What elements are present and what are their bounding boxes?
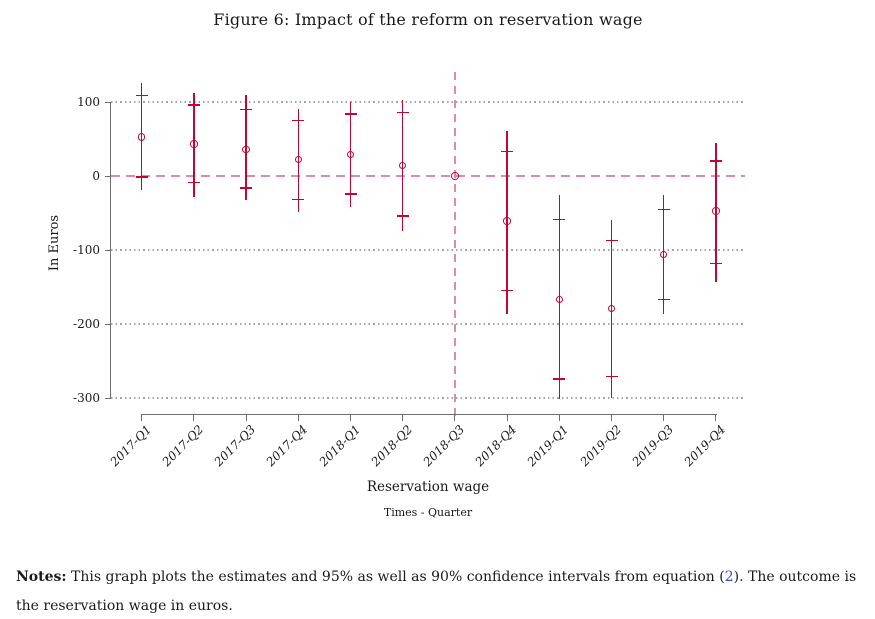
estimate-marker xyxy=(712,207,720,215)
y-tick xyxy=(105,101,110,103)
estimate-marker xyxy=(503,217,511,225)
x-axis-title: Reservation wage xyxy=(366,479,490,495)
y-gridline xyxy=(111,101,745,103)
reform-reference-line xyxy=(454,72,456,420)
x-tick xyxy=(715,414,717,421)
y-tick-label: -100 xyxy=(73,243,100,257)
ci90-tick xyxy=(135,94,148,97)
ci90-tick xyxy=(396,215,409,217)
ci90-tick xyxy=(292,119,305,122)
x-axis-line xyxy=(140,414,717,415)
y-gridline xyxy=(111,323,745,325)
ci90-tick xyxy=(605,375,618,378)
estimate-marker xyxy=(346,150,355,159)
y-axis-line xyxy=(110,102,111,399)
x-tick xyxy=(141,414,143,421)
estimate-marker xyxy=(607,304,616,313)
x-tick xyxy=(454,414,456,421)
ci90-tick xyxy=(187,104,200,106)
ci90-tick xyxy=(344,113,357,115)
y-gridline xyxy=(111,397,745,399)
ci90-tick xyxy=(135,175,148,178)
notes-text-after-link: ). The outcome is the reservation wage i… xyxy=(16,569,857,614)
y-tick-label: 100 xyxy=(77,95,100,109)
estimate-marker xyxy=(398,161,407,170)
y-tick-label: 0 xyxy=(92,169,100,183)
x-tick xyxy=(663,414,665,421)
x-tick xyxy=(193,414,195,421)
equation-link[interactable]: 2 xyxy=(724,569,734,585)
ci90-tick xyxy=(501,150,514,153)
ci90-tick xyxy=(396,111,409,114)
ci90-tick xyxy=(292,198,305,201)
ci90-tick xyxy=(240,187,253,189)
figure-notes: Notes: This graph plots the estimates an… xyxy=(16,563,860,619)
x-tick xyxy=(611,414,612,421)
x-tick xyxy=(402,414,404,421)
ci90-tick xyxy=(657,208,670,211)
estimate-marker xyxy=(137,133,146,141)
y-axis-title: In Euros xyxy=(47,214,62,272)
notes-label: Notes: xyxy=(16,569,67,585)
zero-reference-line xyxy=(111,175,745,177)
ci90-tick xyxy=(240,108,253,111)
ci90-tick xyxy=(501,289,514,292)
notes-text-before-link: This graph plots the estimates and 95% a… xyxy=(66,569,725,585)
x-tick xyxy=(297,414,299,421)
ci90-tick xyxy=(657,298,670,301)
x-axis-subtitle: Times - Quarter xyxy=(383,506,473,519)
ci90-tick xyxy=(709,160,722,162)
y-tick xyxy=(105,249,110,251)
estimate-marker xyxy=(555,295,564,304)
ci90-tick xyxy=(553,377,566,380)
y-tick xyxy=(105,175,110,177)
x-tick xyxy=(245,414,247,421)
ci90-tick xyxy=(709,262,722,265)
ci90-tick xyxy=(605,239,618,242)
y-tick xyxy=(105,397,110,399)
ci90-tick xyxy=(187,181,200,184)
estimate-marker xyxy=(659,250,668,259)
estimate-marker xyxy=(451,172,459,180)
figure-title: Figure 6: Impact of the reform on reserv… xyxy=(213,10,643,29)
y-gridline xyxy=(111,249,745,251)
y-tick xyxy=(105,323,110,325)
y-tick-label: -300 xyxy=(73,391,100,405)
x-tick xyxy=(350,414,351,421)
ci90-tick xyxy=(553,218,566,221)
y-tick-label: -200 xyxy=(73,317,100,331)
estimate-marker xyxy=(294,155,303,164)
estimate-marker xyxy=(190,140,198,148)
ci90-tick xyxy=(344,192,357,195)
estimate-marker xyxy=(242,145,250,154)
x-tick xyxy=(558,414,560,421)
x-tick xyxy=(506,414,508,421)
